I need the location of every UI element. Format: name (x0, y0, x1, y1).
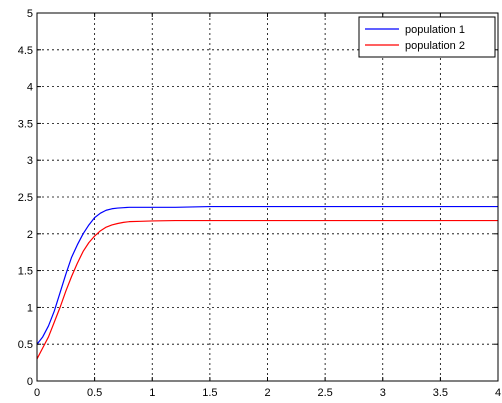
legend: population 1 population 2 (358, 16, 496, 58)
y-tick-label: 0.5 (18, 339, 33, 351)
tick-layer: 0 0.5 1 1.5 2 2.5 3 3.5 4 0 0.5 1 1.5 2 2.5 3 3.5 4 4.5 5 (18, 8, 501, 399)
y-tick-label: 3.5 (18, 118, 33, 130)
y-tick-label: 1 (27, 302, 33, 314)
y-tick-label: 2 (27, 229, 33, 241)
x-tick-label: 3.5 (433, 387, 448, 399)
series-line-population-2 (36, 219, 498, 360)
x-tick-label: 3 (380, 387, 386, 399)
y-tick-label: 2.5 (18, 192, 33, 204)
legend-label: population 2 (405, 40, 465, 52)
x-tick-label: 0 (34, 387, 40, 399)
x-tick-label: 4 (495, 387, 501, 399)
y-tick-label: 5 (27, 8, 33, 20)
x-tick-label: 2.5 (317, 387, 332, 399)
x-tick-label: 2 (264, 387, 270, 399)
y-tick-label: 4 (27, 82, 33, 94)
x-tick-label: 1.5 (202, 387, 217, 399)
series-layer (36, 205, 498, 360)
grid-lines (37, 13, 498, 381)
legend-label: population 1 (405, 24, 465, 36)
x-tick-label: 0.5 (87, 387, 102, 399)
series-line-population-1 (36, 205, 498, 345)
y-tick-label: 3 (27, 155, 33, 167)
y-tick-label: 4.5 (18, 45, 33, 57)
legend-box (358, 16, 496, 58)
x-tick-label: 1 (149, 387, 155, 399)
y-tick-label: 1.5 (18, 266, 33, 278)
y-tick-label: 0 (27, 376, 33, 388)
